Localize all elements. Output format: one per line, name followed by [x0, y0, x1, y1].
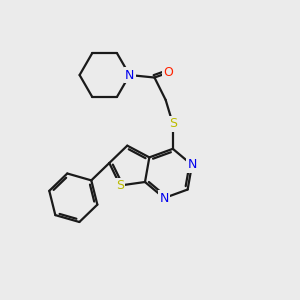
Text: N: N	[125, 68, 134, 82]
Text: N: N	[160, 192, 169, 205]
Text: N: N	[187, 158, 197, 171]
Text: S: S	[169, 117, 177, 130]
Text: O: O	[164, 66, 173, 79]
Text: S: S	[116, 179, 124, 192]
